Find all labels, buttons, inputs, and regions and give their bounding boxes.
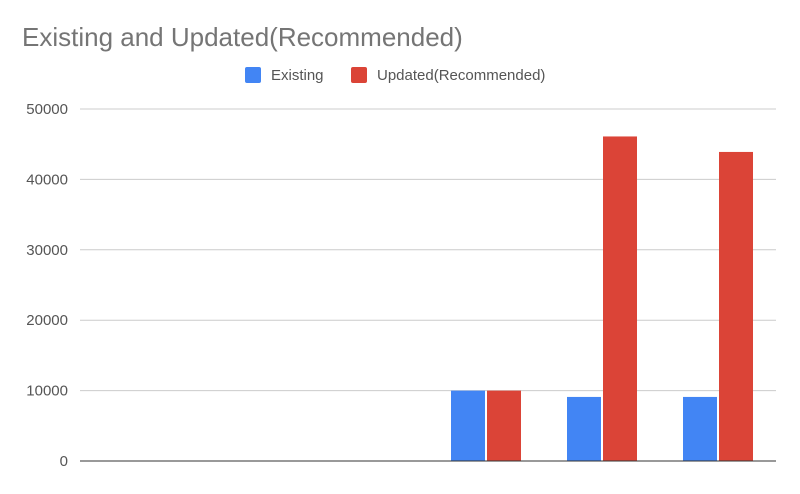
legend-label-updated: Updated(Recommended) bbox=[377, 67, 545, 84]
bar-existing-3 bbox=[451, 390, 485, 461]
y-axis-ticks: 0 10000 20000 30000 40000 50000 bbox=[26, 101, 68, 470]
y-tick-label: 0 bbox=[60, 453, 68, 470]
y-tick-label: 30000 bbox=[26, 242, 68, 259]
legend-label-existing: Existing bbox=[271, 67, 324, 84]
bar-updated-3 bbox=[487, 390, 521, 461]
bar-updated-4 bbox=[603, 136, 637, 461]
bar-existing-4 bbox=[567, 396, 601, 461]
gridlines bbox=[80, 108, 776, 392]
y-tick-label: 50000 bbox=[26, 101, 68, 118]
y-tick-label: 40000 bbox=[26, 171, 68, 188]
legend-swatch-updated bbox=[351, 67, 367, 83]
legend: Existing Updated(Recommended) bbox=[245, 67, 545, 84]
bar-updated-5 bbox=[719, 151, 753, 461]
bars bbox=[451, 136, 753, 461]
bar-existing-5 bbox=[683, 396, 717, 461]
y-tick-label: 20000 bbox=[26, 312, 68, 329]
chart-title: Existing and Updated(Recommended) bbox=[22, 22, 463, 52]
y-tick-label: 10000 bbox=[26, 383, 68, 400]
legend-swatch-existing bbox=[245, 67, 261, 83]
